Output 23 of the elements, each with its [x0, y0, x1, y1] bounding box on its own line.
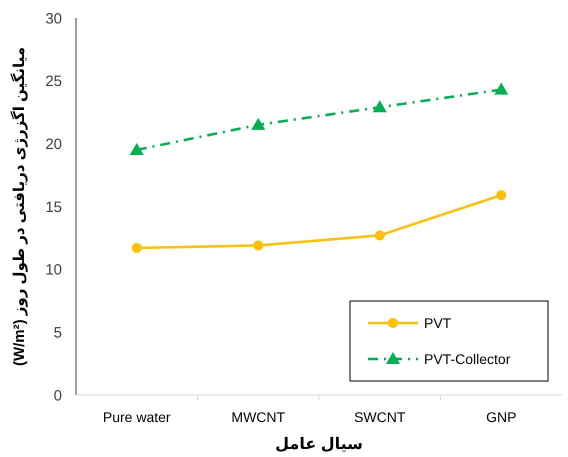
- point: [372, 100, 387, 112]
- point: [494, 82, 508, 95]
- legend-label: PVT-Collector: [424, 350, 511, 367]
- x-tick-label: SWCNT: [354, 409, 406, 425]
- x-tick-label: MWCNT: [231, 409, 286, 425]
- legend-label: PVT: [424, 314, 452, 331]
- point: [253, 240, 264, 250]
- point: [251, 118, 266, 130]
- point: [496, 190, 506, 200]
- x-tick-label: Pure water: [102, 409, 171, 425]
- x-axis-title: سیال عامل: [275, 436, 363, 453]
- point: [132, 242, 142, 253]
- point: [130, 142, 144, 155]
- y-tick-label: 20: [45, 136, 62, 153]
- y-tick-label: 25: [45, 73, 62, 90]
- y-tick-label: 10: [45, 262, 62, 279]
- y-tick-label: 0: [54, 387, 62, 404]
- x-tick-label: GNP: [486, 409, 516, 425]
- y-tick-label: 5: [54, 324, 62, 342]
- y-tick-label: 15: [45, 198, 62, 216]
- y-axis-title: میانگین اگزرژی دریافتی در طول روز (W/m²): [10, 46, 28, 366]
- point: [374, 230, 385, 240]
- y-tick-label: 30: [45, 10, 62, 28]
